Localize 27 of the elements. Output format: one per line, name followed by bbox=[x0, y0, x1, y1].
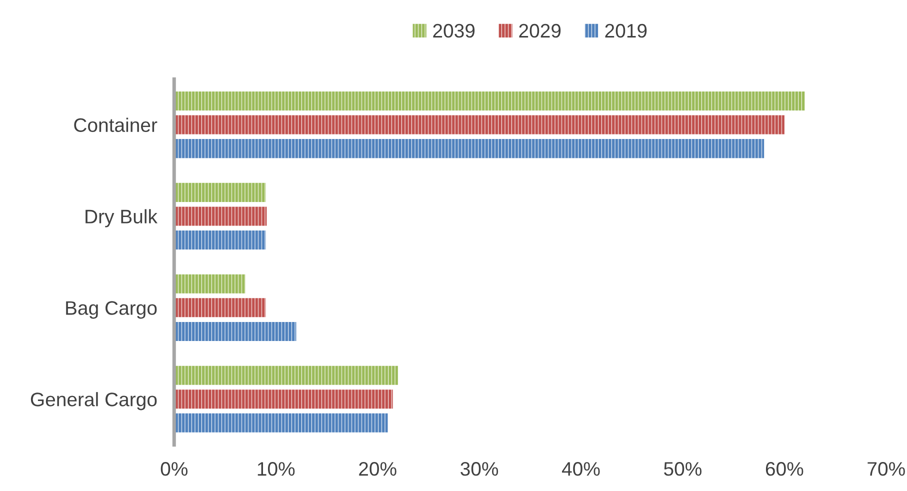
legend-label: 2029 bbox=[519, 24, 561, 38]
bar bbox=[174, 413, 388, 432]
bar bbox=[174, 182, 266, 202]
bar bbox=[174, 115, 784, 134]
legend-label: 2019 bbox=[605, 24, 647, 38]
bar bbox=[174, 91, 805, 111]
legend-label: 2039 bbox=[433, 24, 475, 38]
x-tick-label: 0% bbox=[160, 462, 188, 476]
bar bbox=[174, 139, 764, 158]
x-tick-label: 20% bbox=[359, 462, 396, 476]
bar bbox=[174, 274, 246, 294]
y-tick-label: Bag Cargo bbox=[66, 301, 157, 319]
bar bbox=[174, 322, 296, 341]
bar bbox=[174, 366, 398, 385]
y-tick-label: Dry Bulk bbox=[86, 209, 158, 228]
y-tick-label: General Cargo bbox=[30, 392, 157, 410]
y-tick-label: Container bbox=[74, 118, 158, 132]
bar bbox=[174, 206, 267, 226]
x-tick-label: 50% bbox=[664, 462, 702, 476]
bar bbox=[174, 390, 393, 409]
x-tick-label: 40% bbox=[562, 462, 600, 476]
x-tick-label: 60% bbox=[766, 462, 804, 476]
x-tick-label: 30% bbox=[460, 462, 498, 476]
x-tick-label: 70% bbox=[868, 462, 905, 476]
x-tick-label: 10% bbox=[258, 462, 295, 476]
bar bbox=[174, 298, 266, 318]
bar bbox=[174, 230, 266, 250]
